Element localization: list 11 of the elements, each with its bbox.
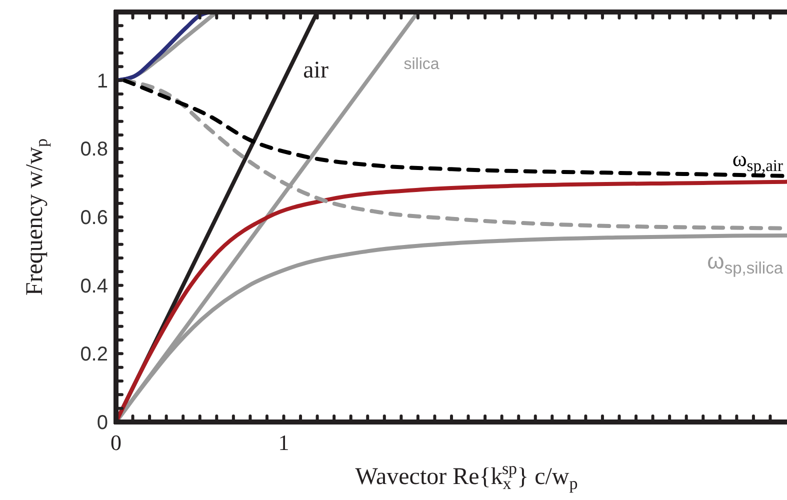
series-label: silica [404, 56, 440, 73]
y-tick-label: 0.8 [80, 138, 108, 161]
series-label: air [303, 57, 328, 84]
x-axis-title: Wavector Re{k$_{x}$$^{sp}$} c/w$_{p}$ [355, 458, 578, 494]
y-tick-label: 0.6 [80, 207, 108, 229]
y-tick-label: 1 [96, 70, 108, 92]
y-tick-label: 0.4 [80, 275, 108, 298]
series-label: ω$_{sp,air}$ [732, 146, 784, 176]
y-tick-label: 0.2 [80, 344, 108, 366]
series-label: ω$_{sp,silica}$ [707, 248, 784, 278]
y-tick-label: 0 [96, 412, 108, 434]
